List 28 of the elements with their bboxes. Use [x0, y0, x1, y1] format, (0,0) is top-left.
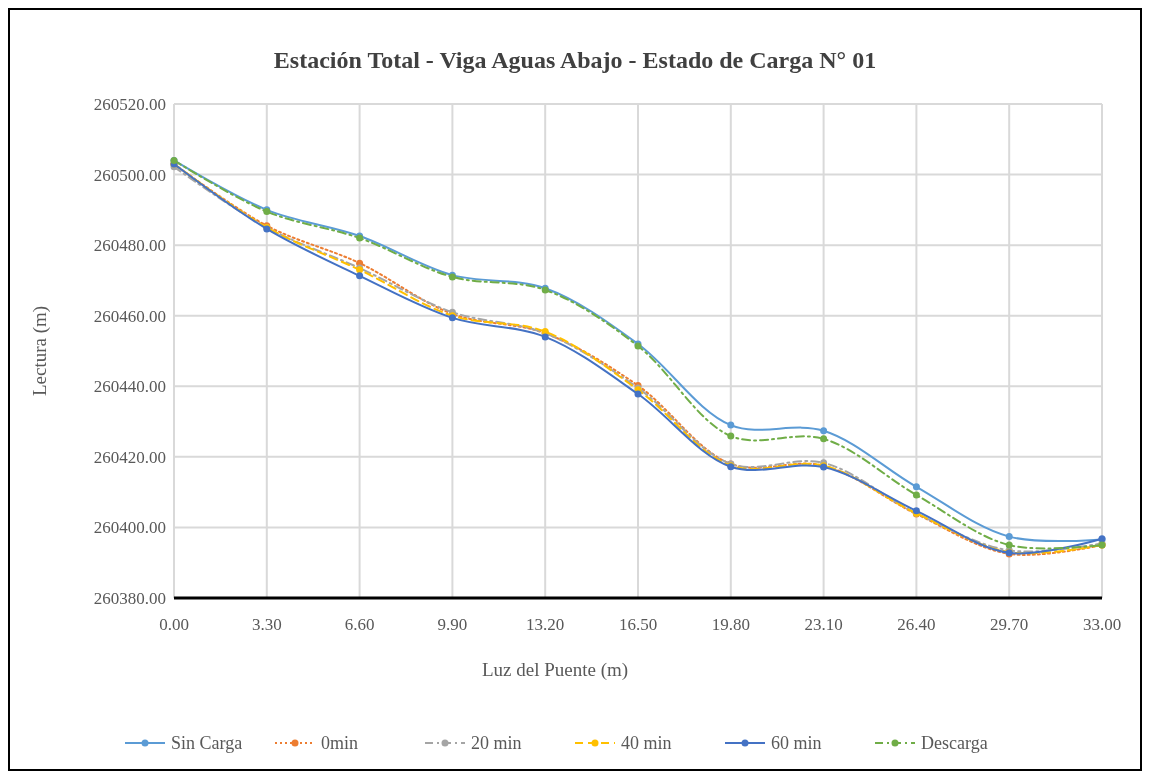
y-axis-title: Lectura (m)	[29, 305, 51, 397]
x-tick-label: 29.70	[990, 615, 1029, 634]
y-tick-label: 260440.00	[93, 377, 166, 397]
y-tick-label: 260500.00	[93, 165, 166, 185]
y-tick-label: 260420.00	[93, 447, 166, 467]
x-tick-label: 0.00	[159, 615, 189, 634]
legend-label: 20 min	[471, 733, 522, 754]
x-tick-label: 23.10	[804, 615, 843, 634]
x-tick-label: 13.20	[526, 615, 565, 634]
x-tick-label: 19.80	[711, 615, 750, 634]
x-tick-label: 16.50	[618, 615, 658, 634]
x-tick-label: 3.30	[251, 615, 282, 634]
legend-label: 60 min	[771, 733, 822, 754]
y-tick-label: 260380.00	[93, 588, 166, 608]
chart-title: Estación Total - Viga Aguas Abajo - Estado de Carga N° 01	[273, 47, 877, 73]
y-tick-label: 260480.00	[93, 236, 166, 256]
y-tick-label: 260400.00	[93, 518, 166, 538]
y-tick-label: 260520.00	[93, 94, 166, 114]
x-tick-label: 33.00	[1082, 615, 1122, 634]
y-tick-label: 260460.00	[93, 306, 166, 326]
legend-label: 40 min	[621, 733, 672, 754]
x-tick-label: 6.60	[344, 615, 375, 634]
legend-label: 0min	[321, 733, 359, 754]
x-axis-title: Luz del Puente (m)	[481, 659, 629, 681]
legend-label: Descarga	[921, 733, 988, 754]
x-tick-label: 26.40	[897, 615, 936, 634]
x-tick-label: 9.90	[437, 615, 468, 634]
legend-label: Sin Carga	[171, 733, 243, 754]
